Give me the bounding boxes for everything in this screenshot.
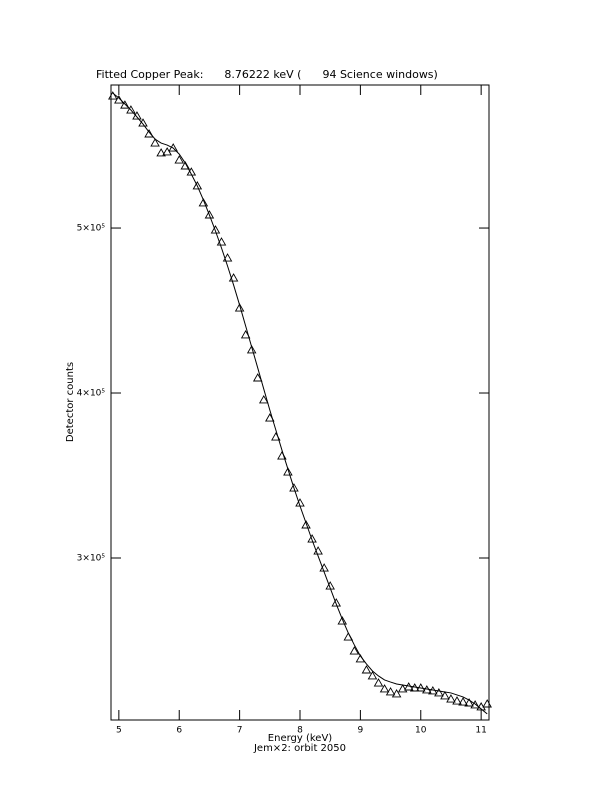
data-point [349,646,360,655]
data-point [331,598,342,607]
data-point [464,698,474,707]
data-point [150,138,160,147]
data-point [222,253,233,262]
x-tick-label: 8 [297,726,303,736]
x-tick-label: 6 [176,726,182,736]
data-point [289,483,299,492]
data-point [452,696,462,705]
data-point [482,699,492,708]
data-point [458,697,468,706]
y-tick-label: 4×10⁵ [77,389,106,399]
data-point [108,91,118,100]
data-point [301,520,311,529]
data-point [373,678,384,687]
data-point [283,467,293,476]
data-point [144,129,154,138]
data-point [434,688,444,697]
data-point [252,373,263,382]
y-tick-label: 5×10⁵ [77,224,106,234]
data-point [132,111,142,120]
data-point [337,616,348,625]
data-point [180,161,191,170]
data-point [162,147,172,156]
data-point [120,100,130,109]
subtitle: Jem×2: orbit 2050 [253,743,346,754]
data-point [234,303,245,312]
data-point [391,689,402,698]
data-point [367,671,378,680]
data-point [210,225,221,234]
x-tick-label: 10 [415,726,427,736]
y-axis-label: Detector counts [65,362,76,442]
data-point [307,534,317,543]
data-point [397,684,408,693]
data-point [138,118,148,127]
data-point [440,691,450,700]
x-tick-label: 9 [358,726,364,736]
data-point [174,155,185,164]
data-point [385,687,396,696]
data-point [204,210,215,219]
data-point [126,105,136,114]
data-point [446,694,456,703]
x-tick-label: 5 [116,726,122,736]
data-point [192,181,203,190]
data-point [361,665,372,674]
fit-line [112,92,488,715]
x-tick-label: 11 [475,726,486,736]
data-point [198,198,209,207]
y-tick-label: 3×10⁵ [77,553,106,563]
data-point [246,345,257,354]
plot-frame [110,84,490,721]
data-point [156,148,166,157]
data-point [258,395,269,404]
x-axis-label: Energy (keV) [268,733,333,744]
x-tick-label: 7 [237,726,243,736]
chart-title: Fitted Copper Peak: 8.76222 keV ( 94 Sci… [96,68,438,81]
data-point [379,684,390,693]
data-point [470,700,480,709]
